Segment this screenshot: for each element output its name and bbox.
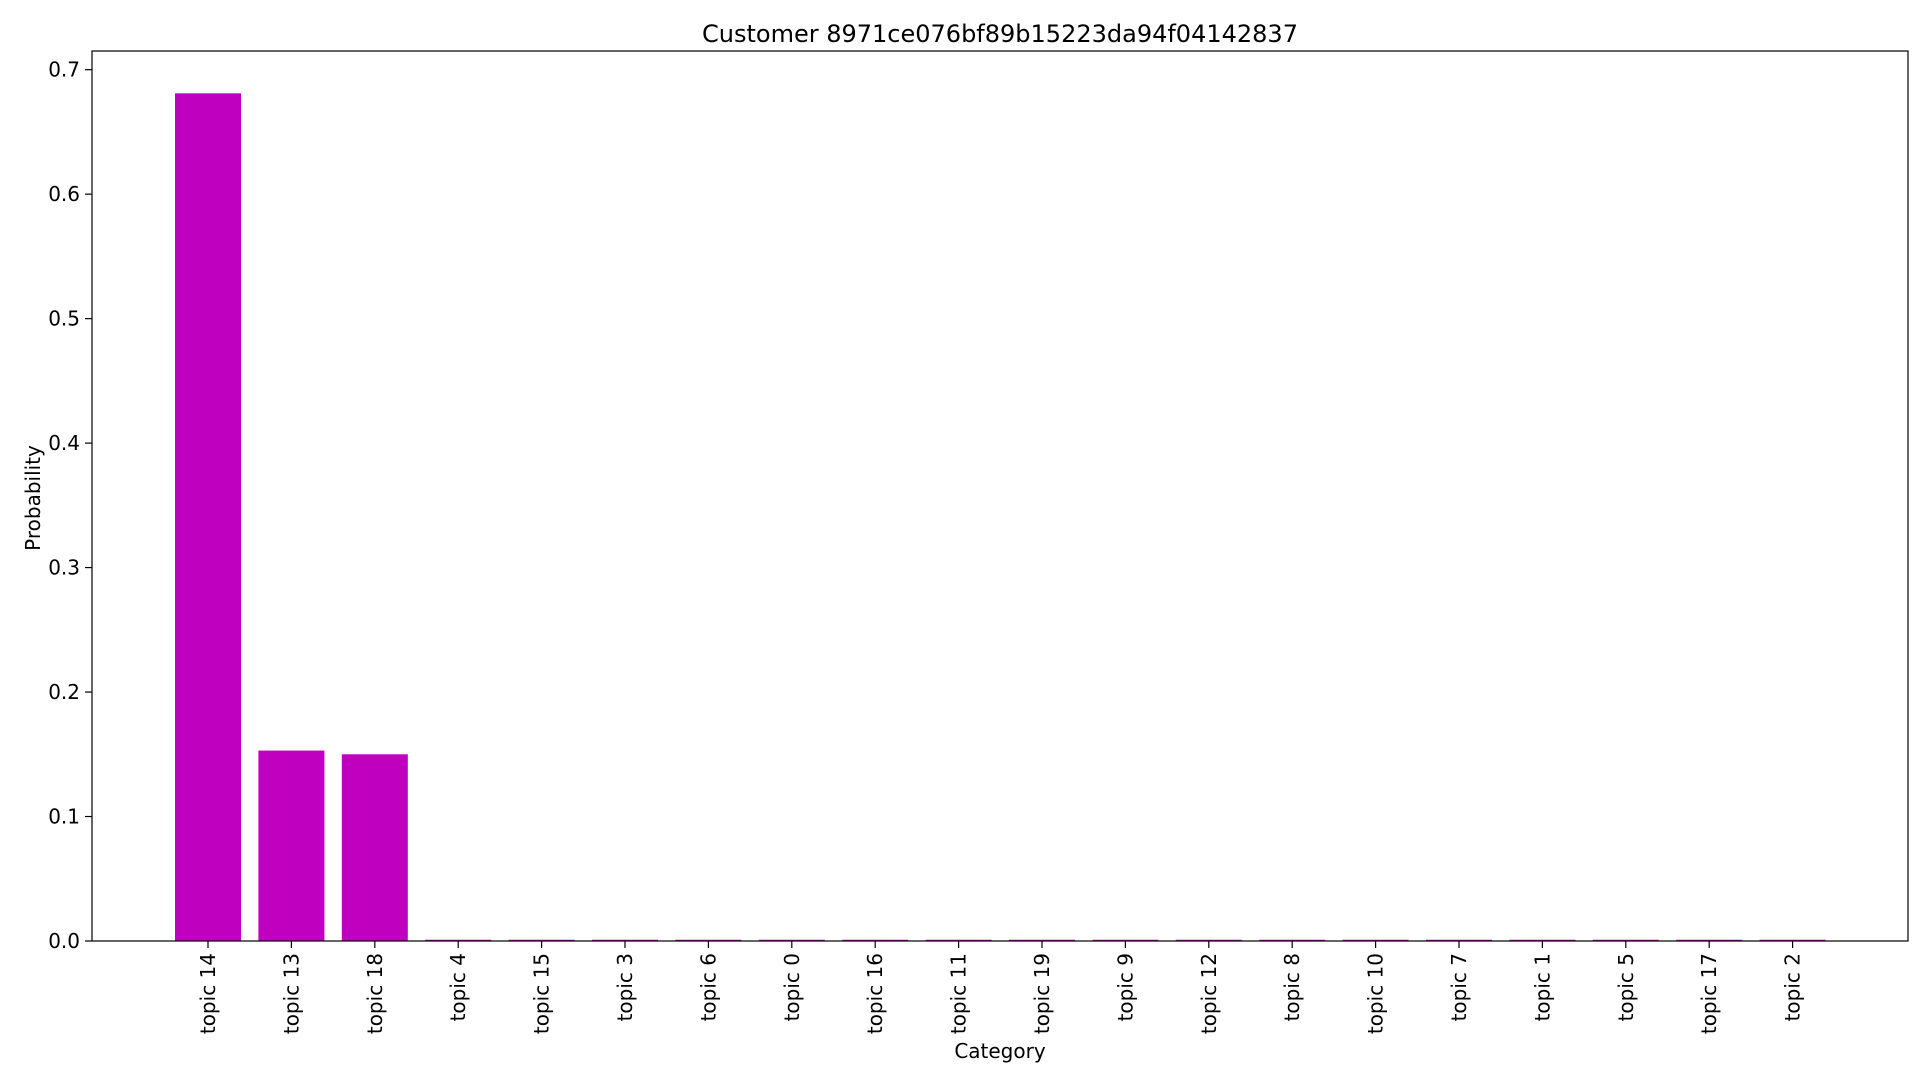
x-tick-label: topic 4 bbox=[446, 953, 470, 1021]
bar-topic-4 bbox=[425, 939, 492, 941]
bar-topic-7 bbox=[1426, 939, 1492, 941]
bar-topic-16 bbox=[842, 939, 909, 941]
bar-topic-0 bbox=[758, 939, 825, 941]
bar-topic-14 bbox=[175, 93, 241, 942]
x-axis-label: Category bbox=[954, 1039, 1046, 1063]
bar-topic-13 bbox=[258, 750, 325, 941]
x-tick-label: topic 15 bbox=[530, 953, 554, 1034]
bar-topic-1 bbox=[1509, 939, 1576, 941]
bar-topic-18 bbox=[341, 754, 408, 941]
bar-topic-2 bbox=[1759, 939, 1826, 941]
x-tick-label: topic 13 bbox=[279, 953, 303, 1034]
y-axis: 0.0 0.1 0.2 0.3 0.4 0.5 0.6 0.7 bbox=[48, 58, 92, 953]
bar-topic-11 bbox=[925, 939, 992, 941]
x-tick-label: topic 14 bbox=[196, 953, 220, 1034]
x-tick-label: topic 9 bbox=[1113, 953, 1137, 1021]
bar-topic-5 bbox=[1592, 939, 1659, 941]
plot-frame bbox=[91, 50, 1909, 942]
y-tick-label: 0.3 bbox=[48, 556, 80, 580]
x-tick-label: topic 18 bbox=[363, 953, 387, 1034]
chart-title: Customer 8971ce076bf89b15223da94f0414283… bbox=[702, 20, 1298, 48]
bar-topic-17 bbox=[1676, 939, 1743, 941]
y-tick-label: 0.4 bbox=[48, 431, 80, 455]
bar-topic-9 bbox=[1092, 939, 1159, 941]
x-tick-label: topic 12 bbox=[1197, 953, 1221, 1034]
x-tick-label: topic 16 bbox=[863, 953, 887, 1034]
bar-topic-15 bbox=[508, 939, 575, 941]
bars-group bbox=[175, 93, 1826, 942]
x-tick-label: topic 11 bbox=[947, 953, 971, 1034]
x-tick-label: topic 6 bbox=[696, 953, 720, 1021]
x-tick-label: topic 5 bbox=[1614, 953, 1638, 1021]
y-tick-label: 0.2 bbox=[48, 680, 80, 704]
bar-topic-19 bbox=[1009, 939, 1075, 941]
x-tick-label: topic 1 bbox=[1530, 953, 1554, 1021]
x-tick-label: topic 3 bbox=[613, 953, 637, 1021]
bar-topic-10 bbox=[1342, 939, 1409, 941]
bar-topic-3 bbox=[592, 939, 658, 941]
y-tick-label: 0.7 bbox=[48, 58, 80, 82]
bar-topic-12 bbox=[1175, 939, 1242, 941]
x-tick-label: topic 0 bbox=[780, 953, 804, 1021]
y-tick-label: 0.1 bbox=[48, 805, 80, 829]
x-tick-label: topic 7 bbox=[1447, 953, 1471, 1021]
x-tick-label: topic 17 bbox=[1697, 953, 1721, 1034]
x-tick-label: topic 19 bbox=[1030, 953, 1054, 1034]
x-tick-label: topic 8 bbox=[1280, 953, 1304, 1021]
x-tick-label: topic 10 bbox=[1364, 953, 1388, 1034]
y-tick-label: 0.5 bbox=[48, 307, 80, 331]
y-tick-label: 0.0 bbox=[48, 929, 80, 953]
bar-topic-6 bbox=[675, 939, 742, 941]
y-axis-label: Probability bbox=[21, 445, 45, 551]
bar-topic-8 bbox=[1259, 939, 1326, 941]
y-tick-label: 0.6 bbox=[48, 182, 80, 206]
x-axis: topic 14 topic 13 topic 18 topic 4 topic 15 t… bbox=[196, 941, 1805, 1034]
x-tick-label: topic 2 bbox=[1781, 953, 1805, 1021]
